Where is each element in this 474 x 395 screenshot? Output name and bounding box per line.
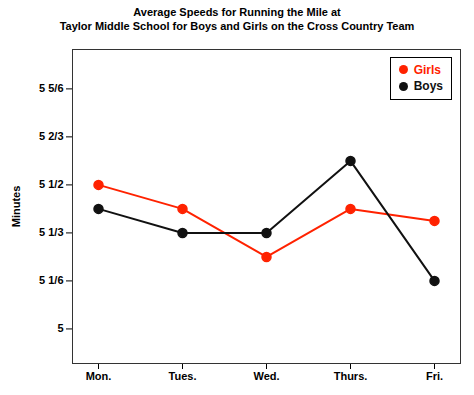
svg-text:5 5/6: 5 5/6 [39,82,63,94]
svg-text:5 1/6: 5 1/6 [39,274,63,286]
svg-text:5 1/3: 5 1/3 [39,226,63,238]
html-text:Girls: Girls [413,62,441,77]
svg-text:Fri.: Fri. [426,370,443,382]
svg-text:Minutes: Minutes [10,185,22,227]
svg-text:Thurs.: Thurs. [334,370,368,382]
svg-text:Tues.: Tues. [169,370,197,382]
svg-text:5: 5 [57,322,63,334]
html-text:Boys: Boys [413,79,443,94]
svg-text:Wed.: Wed. [253,370,279,382]
html-text:Average Speeds for Running the: Average Speeds for Running the Mile at T… [59,6,415,33]
svg-text:Mon.: Mon. [86,370,112,382]
svg-text:5 1/2: 5 1/2 [39,178,63,190]
svg-text:5 2/3: 5 2/3 [39,130,63,142]
